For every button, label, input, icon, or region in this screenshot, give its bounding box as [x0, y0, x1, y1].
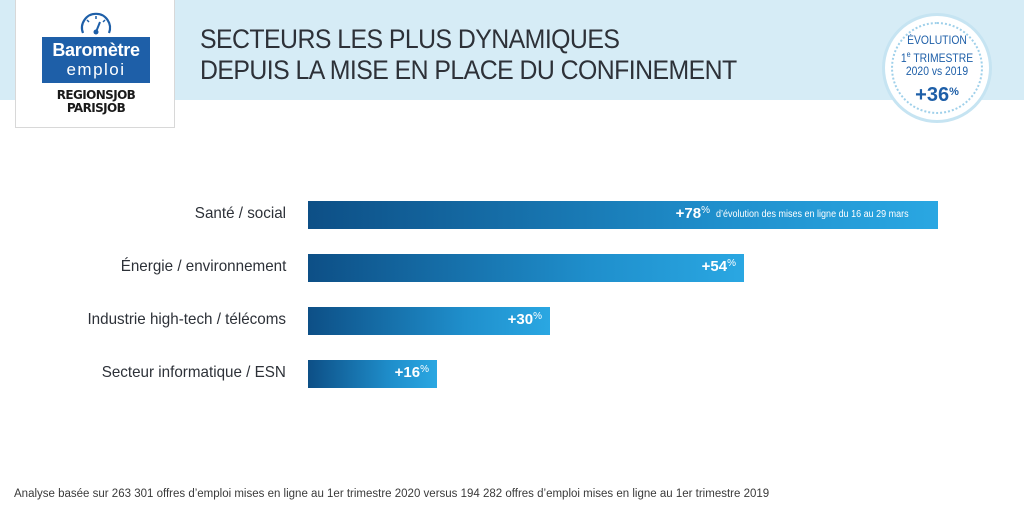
category-label: Secteur informatique / ESN	[101, 364, 286, 381]
badge-line1: ÉVOLUTION	[907, 35, 967, 47]
badge-dotted-ring	[891, 22, 983, 114]
logo-line2: emploi	[66, 60, 126, 79]
badge-value-unit: %	[949, 85, 959, 98]
badge-line3: 2020 vs 2019	[905, 65, 969, 78]
gauge-icon	[80, 12, 112, 35]
bar-value-number: +54	[701, 258, 728, 275]
category-label: Énergie / environnement	[120, 258, 286, 275]
bar: +78% d’évolution des mises en ligne du 16…	[308, 201, 938, 229]
bar-value-label: +54%	[702, 258, 736, 275]
bar-value-number: +30	[507, 311, 534, 328]
bar-value-unit: %	[701, 205, 710, 216]
title-line1: SECTEURS LES PLUS DYNAMIQUES	[200, 24, 620, 54]
page-title: SECTEURS LES PLUS DYNAMIQUES DEPUIS LA M…	[200, 24, 737, 86]
bar-value-unit: %	[727, 258, 736, 269]
title-line2: DEPUIS LA MISE EN PLACE DU CONFINEMENT	[200, 55, 737, 85]
category-label: Industrie high-tech / télécoms	[87, 311, 286, 328]
bar: +16%	[308, 360, 437, 388]
evolution-badge: ÉVOLUTION 1e TRIMESTRE 2020 vs 2019 +36%	[885, 16, 989, 120]
bar: +54%	[308, 254, 744, 282]
badge-text: ÉVOLUTION 1e TRIMESTRE 2020 vs 2019 +36%	[885, 35, 989, 107]
badge-value: +36%	[885, 80, 989, 107]
bar: +30%	[308, 307, 550, 335]
footnote: Analyse basée sur 263 301 offres d’emplo…	[14, 488, 770, 500]
logo-line1: Baromètre	[52, 40, 140, 60]
badge-line2-rest: TRIMESTRE	[910, 52, 974, 65]
logo-wordmark: Baromètre emploi	[42, 37, 150, 83]
badge-line2: 1e TRIMESTRE	[890, 48, 984, 66]
bar-value-label: +30%	[508, 311, 542, 328]
bar-value-label: +78%	[676, 205, 710, 222]
badge-line2-num: 1	[900, 52, 907, 65]
brand-regionsjob: REGIONSJOB	[56, 88, 136, 102]
logo-card: Baromètre emploi REGIONSJOB PARISJOB	[15, 0, 175, 128]
bar-value-unit: %	[420, 364, 429, 375]
bar-annotation: d’évolution des mises en ligne du 16 au …	[716, 209, 909, 220]
bar-value-number: +78	[675, 205, 702, 222]
badge-line2-sup: e	[906, 50, 911, 59]
bar-value-number: +16	[394, 364, 421, 381]
category-label: Santé / social	[194, 205, 286, 222]
bar-value-label: +16%	[395, 364, 429, 381]
brand-parisjob: PARISJOB	[66, 101, 126, 115]
bar-value-unit: %	[533, 311, 542, 322]
badge-value-number: +36	[915, 83, 950, 106]
